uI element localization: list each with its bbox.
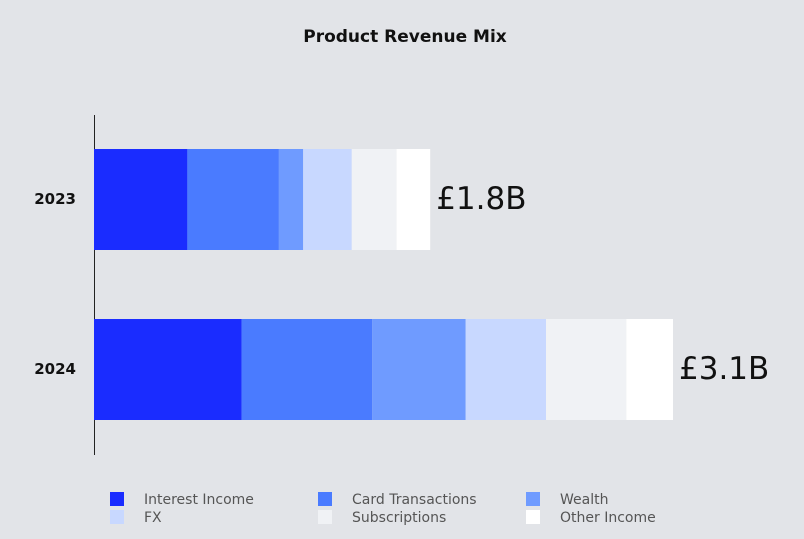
total-label: £1.8B (436, 181, 526, 217)
bar-segment (372, 319, 466, 420)
total-label: £3.1B (679, 351, 769, 387)
legend-swatch (318, 510, 332, 524)
bar-segment (278, 149, 304, 250)
legend-label: Wealth (560, 492, 608, 508)
bar-segment (187, 149, 279, 250)
legend-label: Other Income (560, 510, 656, 526)
legend-swatch (526, 510, 540, 524)
bar-segment (626, 319, 673, 420)
legend-swatch (110, 510, 124, 524)
legend-label: Card Transactions (352, 492, 477, 508)
bar-segment (545, 319, 627, 420)
bar-segment (303, 149, 352, 250)
bar-segment (396, 149, 431, 250)
bar-segment (351, 149, 397, 250)
y-tick-label: 2023 (34, 190, 76, 208)
bar-segment (465, 319, 546, 420)
legend-label: Subscriptions (352, 510, 446, 526)
legend-label: Interest Income (144, 492, 254, 508)
chart-title: Product Revenue Mix (303, 27, 507, 47)
y-tick-label: 2024 (34, 360, 76, 378)
legend-swatch (110, 492, 124, 506)
legend-swatch (526, 492, 540, 506)
legend-swatch (318, 492, 332, 506)
bar-segment (241, 319, 373, 420)
bar-segment (94, 319, 242, 420)
bar-segment (94, 149, 188, 250)
legend-label: FX (144, 510, 162, 526)
